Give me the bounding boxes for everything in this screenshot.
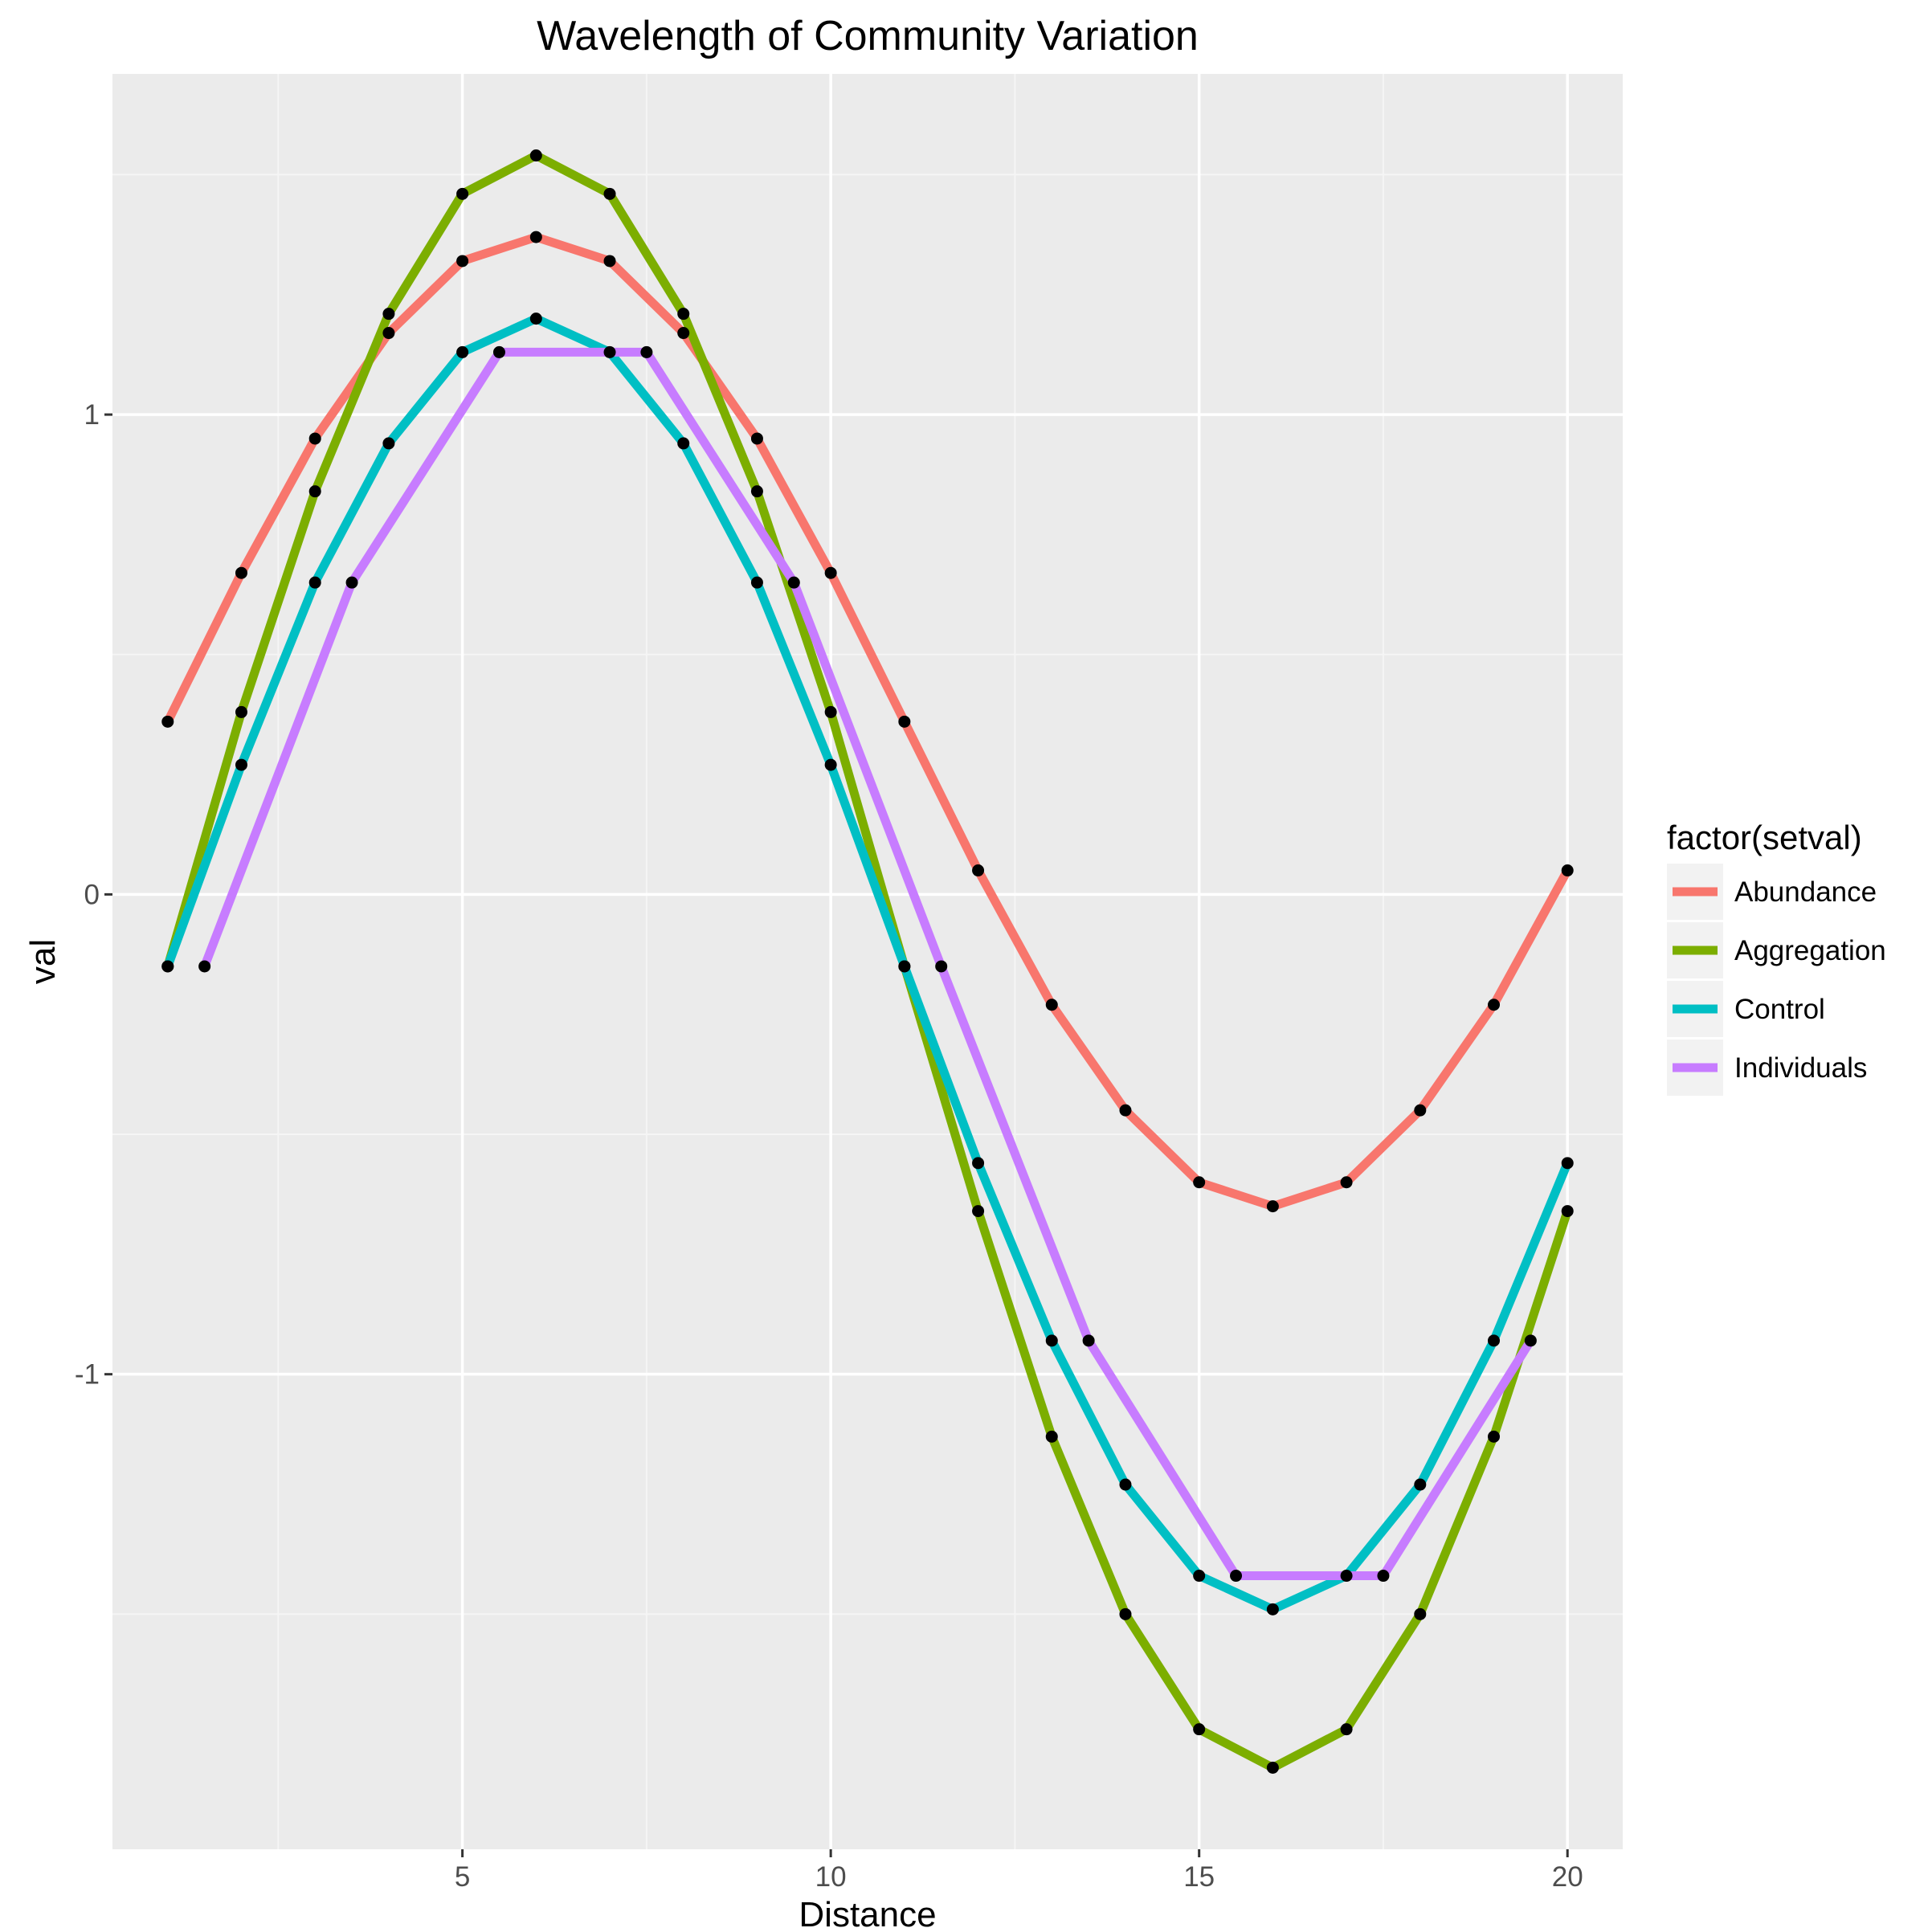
y-axis: -1 0 1 (75, 399, 112, 1391)
y-tick-label: 0 (84, 879, 100, 910)
data-point-aggregation (1561, 1205, 1574, 1218)
data-point-abundance (603, 255, 616, 268)
data-point-abundance (750, 432, 763, 445)
data-point-control (972, 1157, 985, 1170)
chart-title: Wavelength of Community Variation (537, 13, 1199, 59)
data-point-aggregation (1414, 1607, 1427, 1620)
data-point-aggregation (529, 149, 542, 162)
data-point-control (1045, 1334, 1058, 1347)
legend-label: Aggregation (1734, 935, 1886, 966)
data-point-control (235, 758, 247, 771)
data-point-individuals (345, 576, 358, 589)
data-point-individuals (640, 345, 653, 358)
data-point-abundance (1340, 1176, 1353, 1189)
data-point-abundance (529, 231, 542, 243)
data-point-control (1340, 1570, 1353, 1583)
series-line-abundance (163, 232, 1572, 1211)
y-tick-label: 1 (84, 399, 100, 431)
data-point-control (898, 960, 911, 973)
data-point-abundance (1193, 1176, 1206, 1189)
data-point-aggregation (308, 485, 321, 498)
data-point-abundance (456, 255, 469, 268)
data-point-aggregation (750, 485, 763, 498)
data-point-aggregation (1266, 1761, 1279, 1774)
data-point-abundance (1045, 999, 1058, 1011)
legend-label: Individuals (1734, 1052, 1867, 1084)
data-point-abundance (161, 715, 174, 728)
x-tick-label: 10 (815, 1861, 847, 1893)
data-point-aggregation (824, 705, 837, 718)
data-point-control (456, 345, 469, 358)
data-point-control (677, 437, 690, 450)
data-point-control (1193, 1570, 1206, 1583)
data-point-individuals (1082, 1334, 1095, 1347)
data-point-individuals (1377, 1570, 1390, 1583)
data-point-control (382, 437, 395, 450)
legend-items: Abundance Aggregation Control Individuals (1667, 864, 1886, 1096)
data-point-abundance (1561, 864, 1574, 877)
grid-minor (112, 74, 1623, 1849)
legend-title: factor(setval) (1667, 819, 1862, 856)
data-point-control (1119, 1478, 1132, 1491)
data-point-control (824, 758, 837, 771)
x-tick-label: 20 (1552, 1861, 1583, 1893)
series-points (161, 149, 1574, 1774)
data-point-aggregation (456, 187, 469, 200)
data-point-control (1488, 1334, 1501, 1347)
legend-label: Abundance (1734, 876, 1877, 908)
series-lines (163, 151, 1572, 1772)
data-point-aggregation (972, 1205, 985, 1218)
data-point-individuals (492, 345, 505, 358)
grid-major (112, 74, 1623, 1849)
data-point-individuals (935, 960, 948, 973)
data-point-abundance (1266, 1200, 1279, 1213)
series-line-aggregation (163, 151, 1572, 1772)
data-point-control (529, 312, 542, 325)
data-point-control (308, 576, 321, 589)
data-point-individuals (787, 576, 800, 589)
data-point-control (1414, 1478, 1427, 1491)
data-point-aggregation (382, 308, 395, 321)
data-point-control (750, 576, 763, 589)
data-point-aggregation (677, 308, 690, 321)
data-point-aggregation (1119, 1607, 1132, 1620)
data-point-aggregation (235, 705, 247, 718)
x-axis-title: Distance (799, 1895, 936, 1928)
data-point-control (1266, 1603, 1279, 1615)
data-point-abundance (898, 715, 911, 728)
data-point-individuals (1230, 1570, 1243, 1583)
series-line-individuals (200, 347, 1535, 1580)
data-point-aggregation (1340, 1723, 1353, 1736)
legend: factor(setval) Abundance Aggregation Contr… (1667, 819, 1886, 1096)
x-tick-label: 15 (1183, 1861, 1215, 1893)
y-axis-title: val (23, 939, 63, 984)
data-point-abundance (382, 327, 395, 340)
y-tick-label: -1 (75, 1359, 100, 1391)
data-point-aggregation (1193, 1723, 1206, 1736)
data-point-individuals (1524, 1334, 1537, 1347)
x-axis: 5 10 15 20 (455, 1849, 1583, 1893)
data-point-control (603, 345, 616, 358)
series-line-control (163, 314, 1572, 1614)
data-point-abundance (824, 566, 837, 579)
data-point-individuals (198, 960, 211, 973)
data-point-abundance (677, 327, 690, 340)
data-point-abundance (235, 566, 247, 579)
data-point-control (1561, 1157, 1574, 1170)
data-point-aggregation (603, 187, 616, 200)
data-point-abundance (972, 864, 985, 877)
data-point-control (161, 960, 174, 973)
data-point-abundance (308, 432, 321, 445)
data-point-aggregation (1045, 1430, 1058, 1443)
legend-label: Control (1734, 994, 1825, 1025)
data-point-aggregation (1488, 1430, 1501, 1443)
data-point-abundance (1414, 1104, 1427, 1117)
data-point-abundance (1119, 1104, 1132, 1117)
x-tick-label: 5 (455, 1861, 470, 1893)
plot-panel (112, 74, 1623, 1849)
data-point-abundance (1488, 999, 1501, 1011)
